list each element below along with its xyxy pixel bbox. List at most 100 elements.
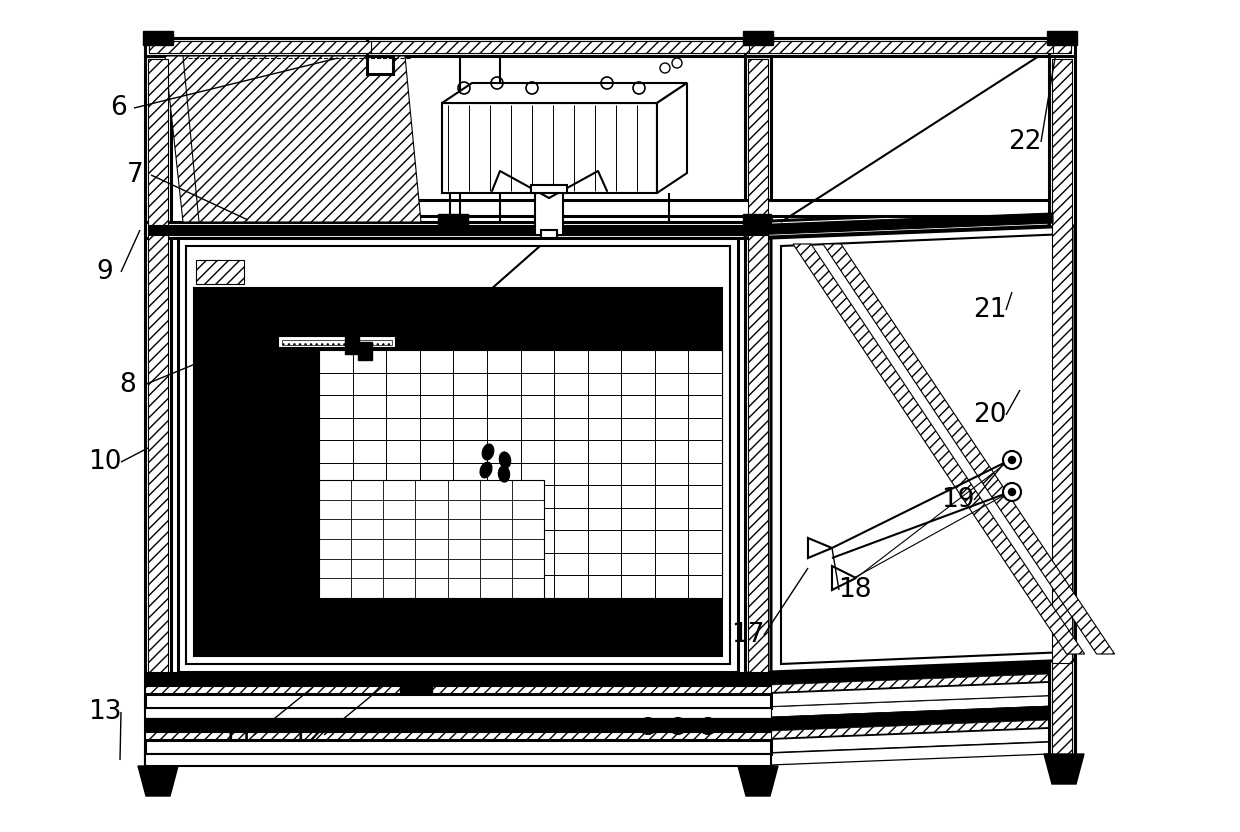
Bar (743, 214, 771, 230)
Bar (541, 230, 557, 238)
Bar (544, 480, 722, 598)
Polygon shape (745, 660, 1049, 686)
Polygon shape (745, 210, 1049, 238)
Bar (743, 31, 773, 45)
Polygon shape (781, 234, 1066, 664)
Bar (149, 41, 768, 53)
Bar (148, 59, 167, 775)
Polygon shape (145, 38, 367, 56)
Polygon shape (367, 38, 1075, 56)
Bar (1052, 59, 1073, 767)
Bar (531, 185, 567, 193)
Polygon shape (823, 244, 1115, 654)
Bar (186, 246, 730, 664)
Circle shape (1003, 451, 1021, 469)
Bar (145, 222, 771, 238)
Bar (345, 336, 360, 354)
Polygon shape (749, 213, 1053, 235)
Polygon shape (149, 41, 371, 53)
Ellipse shape (500, 452, 511, 468)
Bar (1049, 56, 1075, 770)
Polygon shape (138, 766, 179, 796)
Bar (145, 732, 771, 740)
Bar (358, 342, 372, 360)
Bar (371, 41, 1071, 53)
Bar (193, 288, 722, 350)
Polygon shape (745, 720, 1049, 740)
Polygon shape (745, 706, 1049, 732)
Text: 11: 11 (221, 722, 254, 748)
Ellipse shape (498, 466, 510, 482)
Polygon shape (745, 682, 1049, 708)
Polygon shape (749, 41, 1053, 53)
Bar (281, 340, 392, 345)
Polygon shape (745, 674, 1049, 694)
Polygon shape (832, 566, 856, 590)
Bar (438, 214, 467, 230)
Circle shape (1008, 488, 1016, 496)
Bar (748, 59, 768, 775)
Text: 20: 20 (973, 402, 1007, 428)
Bar (319, 480, 544, 598)
Polygon shape (441, 83, 687, 103)
Polygon shape (1044, 754, 1084, 784)
Bar (441, 103, 657, 193)
Bar (149, 225, 768, 235)
Bar (193, 350, 319, 598)
Bar (1049, 660, 1075, 766)
Circle shape (670, 718, 686, 734)
Polygon shape (745, 728, 1049, 754)
Bar (196, 260, 244, 284)
Polygon shape (145, 38, 771, 56)
Circle shape (701, 718, 715, 734)
Polygon shape (794, 244, 1085, 654)
Circle shape (1008, 457, 1016, 463)
Polygon shape (184, 56, 422, 222)
Bar (179, 238, 738, 672)
Bar (534, 193, 563, 235)
Text: 22: 22 (1008, 129, 1042, 155)
Bar (145, 694, 771, 708)
Text: 13: 13 (88, 699, 122, 725)
Text: 18: 18 (838, 577, 872, 603)
Text: 9: 9 (97, 259, 113, 285)
Polygon shape (165, 56, 405, 222)
Bar (145, 686, 771, 694)
Text: 6: 6 (109, 95, 126, 121)
Bar (145, 754, 771, 766)
Bar (145, 672, 771, 686)
Text: 17: 17 (732, 622, 765, 648)
Polygon shape (745, 38, 1049, 56)
Ellipse shape (480, 463, 492, 478)
Text: 10: 10 (88, 449, 122, 475)
Text: 21: 21 (973, 297, 1007, 323)
Text: 12: 12 (291, 722, 325, 748)
Bar (145, 740, 771, 754)
Polygon shape (745, 696, 1049, 718)
Polygon shape (808, 538, 832, 558)
Bar (367, 56, 393, 74)
Text: 8: 8 (119, 372, 136, 398)
Bar (1047, 31, 1078, 45)
Bar (319, 350, 722, 598)
Text: 19: 19 (941, 487, 975, 513)
Bar (193, 288, 722, 656)
Bar (278, 336, 396, 348)
Text: 7: 7 (126, 162, 144, 188)
Bar (745, 56, 771, 778)
Polygon shape (771, 226, 1075, 672)
Polygon shape (367, 200, 1049, 216)
Circle shape (1003, 483, 1021, 501)
Polygon shape (738, 766, 777, 796)
Polygon shape (657, 83, 687, 193)
Bar (145, 708, 771, 718)
Polygon shape (745, 742, 1049, 766)
Bar (1052, 663, 1073, 763)
Bar (143, 31, 174, 45)
Bar (193, 598, 722, 656)
Bar (145, 56, 171, 778)
Ellipse shape (482, 444, 494, 460)
Circle shape (640, 718, 656, 734)
Bar (401, 678, 432, 692)
Bar (145, 718, 771, 732)
